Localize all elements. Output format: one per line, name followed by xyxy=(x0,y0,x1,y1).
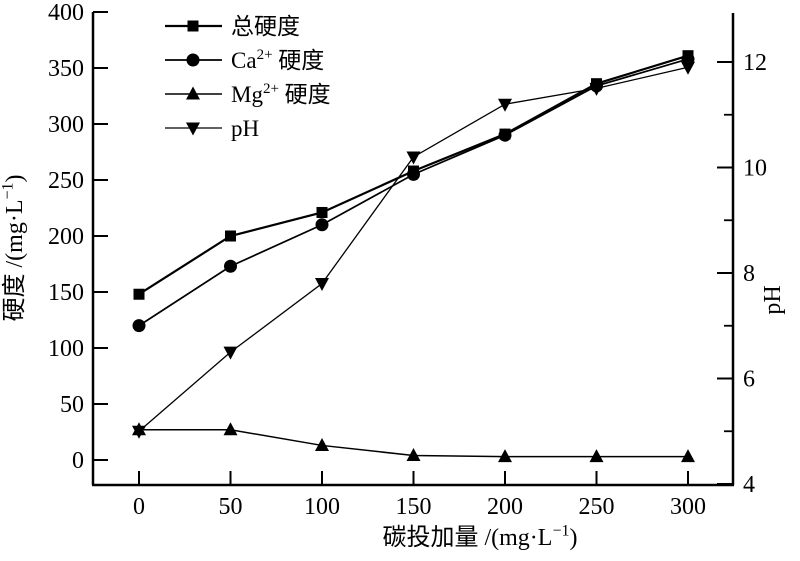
legend-entry-ca-hardness: Ca2+ 硬度 xyxy=(165,47,324,73)
legend-entry-total-hardness: 总硬度 xyxy=(165,14,300,39)
marker-circle xyxy=(498,128,512,142)
x-axis-tick-label: 150 xyxy=(396,494,432,520)
legend-label-mg-hardness: Mg2+ 硬度 xyxy=(231,81,331,107)
series-line-ca-hardness xyxy=(138,58,689,327)
marker-triangle-up xyxy=(589,449,604,463)
marker-triangle-down xyxy=(498,98,512,112)
x-axis-ticks: 0 50 100 150 200 250 300 xyxy=(133,471,706,520)
x-axis-tick-label: 250 xyxy=(579,494,615,520)
left-axis-tick-label: 350 xyxy=(48,56,84,82)
right-axis-tick-label: 4 xyxy=(743,472,755,498)
left-axis-ticks: 0 50 100 150 200 250 300 350 400 xyxy=(48,0,108,474)
left-axis-tick-label: 300 xyxy=(48,112,84,138)
right-axis-tick-label: 8 xyxy=(743,261,755,287)
y-axis-label-right: pH xyxy=(760,285,786,314)
left-axis-tick-label: 50 xyxy=(60,392,84,418)
legend-marker-square xyxy=(187,20,199,32)
marker-triangle-down xyxy=(132,425,146,439)
marker-triangle-up xyxy=(223,422,238,436)
right-axis-tick-label: 10 xyxy=(743,156,767,182)
legend-marker-triangle-up xyxy=(186,86,200,100)
left-axis-tick-label: 100 xyxy=(48,336,84,362)
marker-circle xyxy=(224,259,237,273)
y-axis-label-left: 硬度 /(mg·L−1) xyxy=(0,174,28,321)
series-line-ph xyxy=(138,66,689,432)
x-axis-tick-label: 100 xyxy=(304,494,340,520)
marker-triangle-down xyxy=(223,346,238,360)
left-axis-tick-label: 0 xyxy=(72,448,84,474)
marker-triangle-up xyxy=(681,449,695,463)
legend-label-ph: pH xyxy=(231,116,259,141)
marker-triangle-down xyxy=(589,82,604,96)
right-axis-ticks: 4 6 8 10 12 xyxy=(717,50,767,498)
legend-label-total-hardness: 总硬度 xyxy=(231,14,300,39)
right-axis-tick-label: 12 xyxy=(743,50,767,76)
x-axis-label: 碳投加量 /(mg·L−1) xyxy=(382,522,577,551)
x-axis-tick-label: 200 xyxy=(487,494,523,520)
marker-triangle-up xyxy=(315,437,329,451)
series-ph xyxy=(132,61,695,439)
right-axis-tick-label: 6 xyxy=(743,367,755,393)
legend-label-ca-hardness: Ca2+ 硬度 xyxy=(231,47,324,73)
x-axis-tick-label: 0 xyxy=(133,494,145,520)
legend-marker-triangle-down xyxy=(186,122,200,136)
x-axis-tick-label: 50 xyxy=(219,494,243,520)
left-axis-tick-label: 250 xyxy=(48,168,84,194)
marker-triangle-up xyxy=(406,448,421,462)
left-axis-tick-label: 200 xyxy=(48,224,84,250)
marker-square xyxy=(225,230,236,242)
left-axis-tick-label: 400 xyxy=(48,0,84,26)
left-axis-tick-label: 150 xyxy=(48,280,84,306)
marker-circle xyxy=(132,319,146,333)
x-axis-tick-label: 300 xyxy=(670,494,706,520)
marker-circle xyxy=(407,167,420,181)
axes xyxy=(91,12,735,487)
legend-entry-mg-hardness: Mg2+ 硬度 xyxy=(165,81,331,107)
marker-square xyxy=(316,206,328,218)
marker-triangle-down xyxy=(315,278,329,292)
marker-triangle-down xyxy=(681,61,695,75)
marker-square xyxy=(133,288,145,300)
marker-triangle-up xyxy=(498,449,512,463)
marker-circle xyxy=(315,218,329,232)
marker-triangle-down xyxy=(406,151,421,165)
legend: 总硬度 Ca2+ 硬度 Mg2+ 硬度 pH xyxy=(165,14,331,141)
legend-entry-ph: pH xyxy=(165,116,259,141)
legend-marker-circle xyxy=(186,53,200,67)
series-mg-hardness xyxy=(132,422,695,463)
